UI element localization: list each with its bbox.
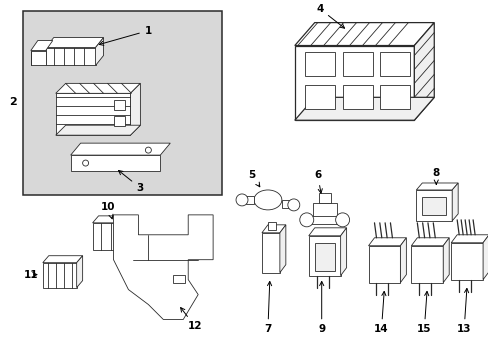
Polygon shape (56, 84, 140, 93)
Polygon shape (451, 183, 457, 221)
Polygon shape (368, 238, 406, 246)
Polygon shape (413, 23, 433, 120)
Bar (314, 243, 334, 271)
Text: 10: 10 (101, 202, 116, 219)
Polygon shape (42, 256, 82, 263)
Polygon shape (410, 246, 442, 283)
Polygon shape (92, 223, 124, 250)
Bar (173, 275, 185, 283)
Polygon shape (442, 238, 448, 283)
Polygon shape (415, 183, 457, 190)
Polygon shape (262, 225, 285, 233)
Bar (304, 85, 334, 109)
Polygon shape (368, 246, 400, 283)
Bar (422, 197, 446, 215)
Polygon shape (400, 238, 406, 283)
Text: 3: 3 (118, 171, 144, 193)
Polygon shape (450, 235, 488, 243)
Text: 15: 15 (416, 292, 431, 334)
Polygon shape (31, 50, 46, 66)
Circle shape (299, 213, 313, 227)
Polygon shape (56, 93, 130, 135)
Polygon shape (279, 225, 285, 273)
Text: 4: 4 (315, 4, 344, 28)
Polygon shape (482, 235, 488, 280)
Bar (304, 53, 334, 76)
Text: 2: 2 (9, 97, 17, 107)
Text: 7: 7 (264, 282, 271, 334)
Text: 12: 12 (180, 307, 202, 332)
Text: 9: 9 (318, 282, 325, 334)
Polygon shape (294, 45, 413, 120)
Polygon shape (294, 23, 433, 45)
Bar (342, 53, 372, 76)
Polygon shape (308, 228, 346, 236)
Polygon shape (308, 236, 340, 276)
Polygon shape (46, 48, 95, 66)
Polygon shape (281, 200, 289, 208)
Text: 13: 13 (456, 288, 470, 334)
Bar (267, 222, 275, 230)
Polygon shape (415, 190, 451, 221)
Polygon shape (71, 143, 170, 155)
Bar (380, 53, 409, 76)
Bar (23, 11, 222, 195)
Bar (113, 116, 125, 126)
Bar (318, 193, 330, 203)
Polygon shape (42, 263, 77, 288)
Bar (380, 85, 409, 109)
Polygon shape (450, 243, 482, 280)
Ellipse shape (253, 190, 281, 210)
Circle shape (335, 213, 349, 227)
Text: 6: 6 (313, 170, 322, 193)
Polygon shape (245, 196, 253, 204)
Polygon shape (31, 41, 53, 50)
Text: 5: 5 (248, 170, 259, 187)
Bar (304, 216, 344, 224)
Circle shape (145, 147, 151, 153)
Bar (342, 85, 372, 109)
Circle shape (82, 160, 88, 166)
Polygon shape (294, 97, 433, 120)
Bar (113, 100, 125, 110)
Polygon shape (262, 233, 279, 273)
Polygon shape (124, 216, 130, 250)
Polygon shape (340, 228, 346, 276)
Polygon shape (71, 155, 160, 171)
Circle shape (236, 194, 247, 206)
Text: 14: 14 (373, 292, 388, 334)
Text: 8: 8 (432, 168, 439, 184)
Polygon shape (92, 216, 130, 223)
Text: 11: 11 (23, 270, 38, 280)
Polygon shape (410, 238, 448, 246)
Polygon shape (77, 256, 82, 288)
Polygon shape (56, 125, 140, 135)
Polygon shape (95, 37, 103, 66)
Text: 1: 1 (99, 26, 152, 45)
Polygon shape (113, 215, 213, 319)
Polygon shape (130, 84, 140, 135)
Circle shape (287, 199, 299, 211)
Bar (312, 203, 336, 219)
Polygon shape (46, 37, 103, 48)
